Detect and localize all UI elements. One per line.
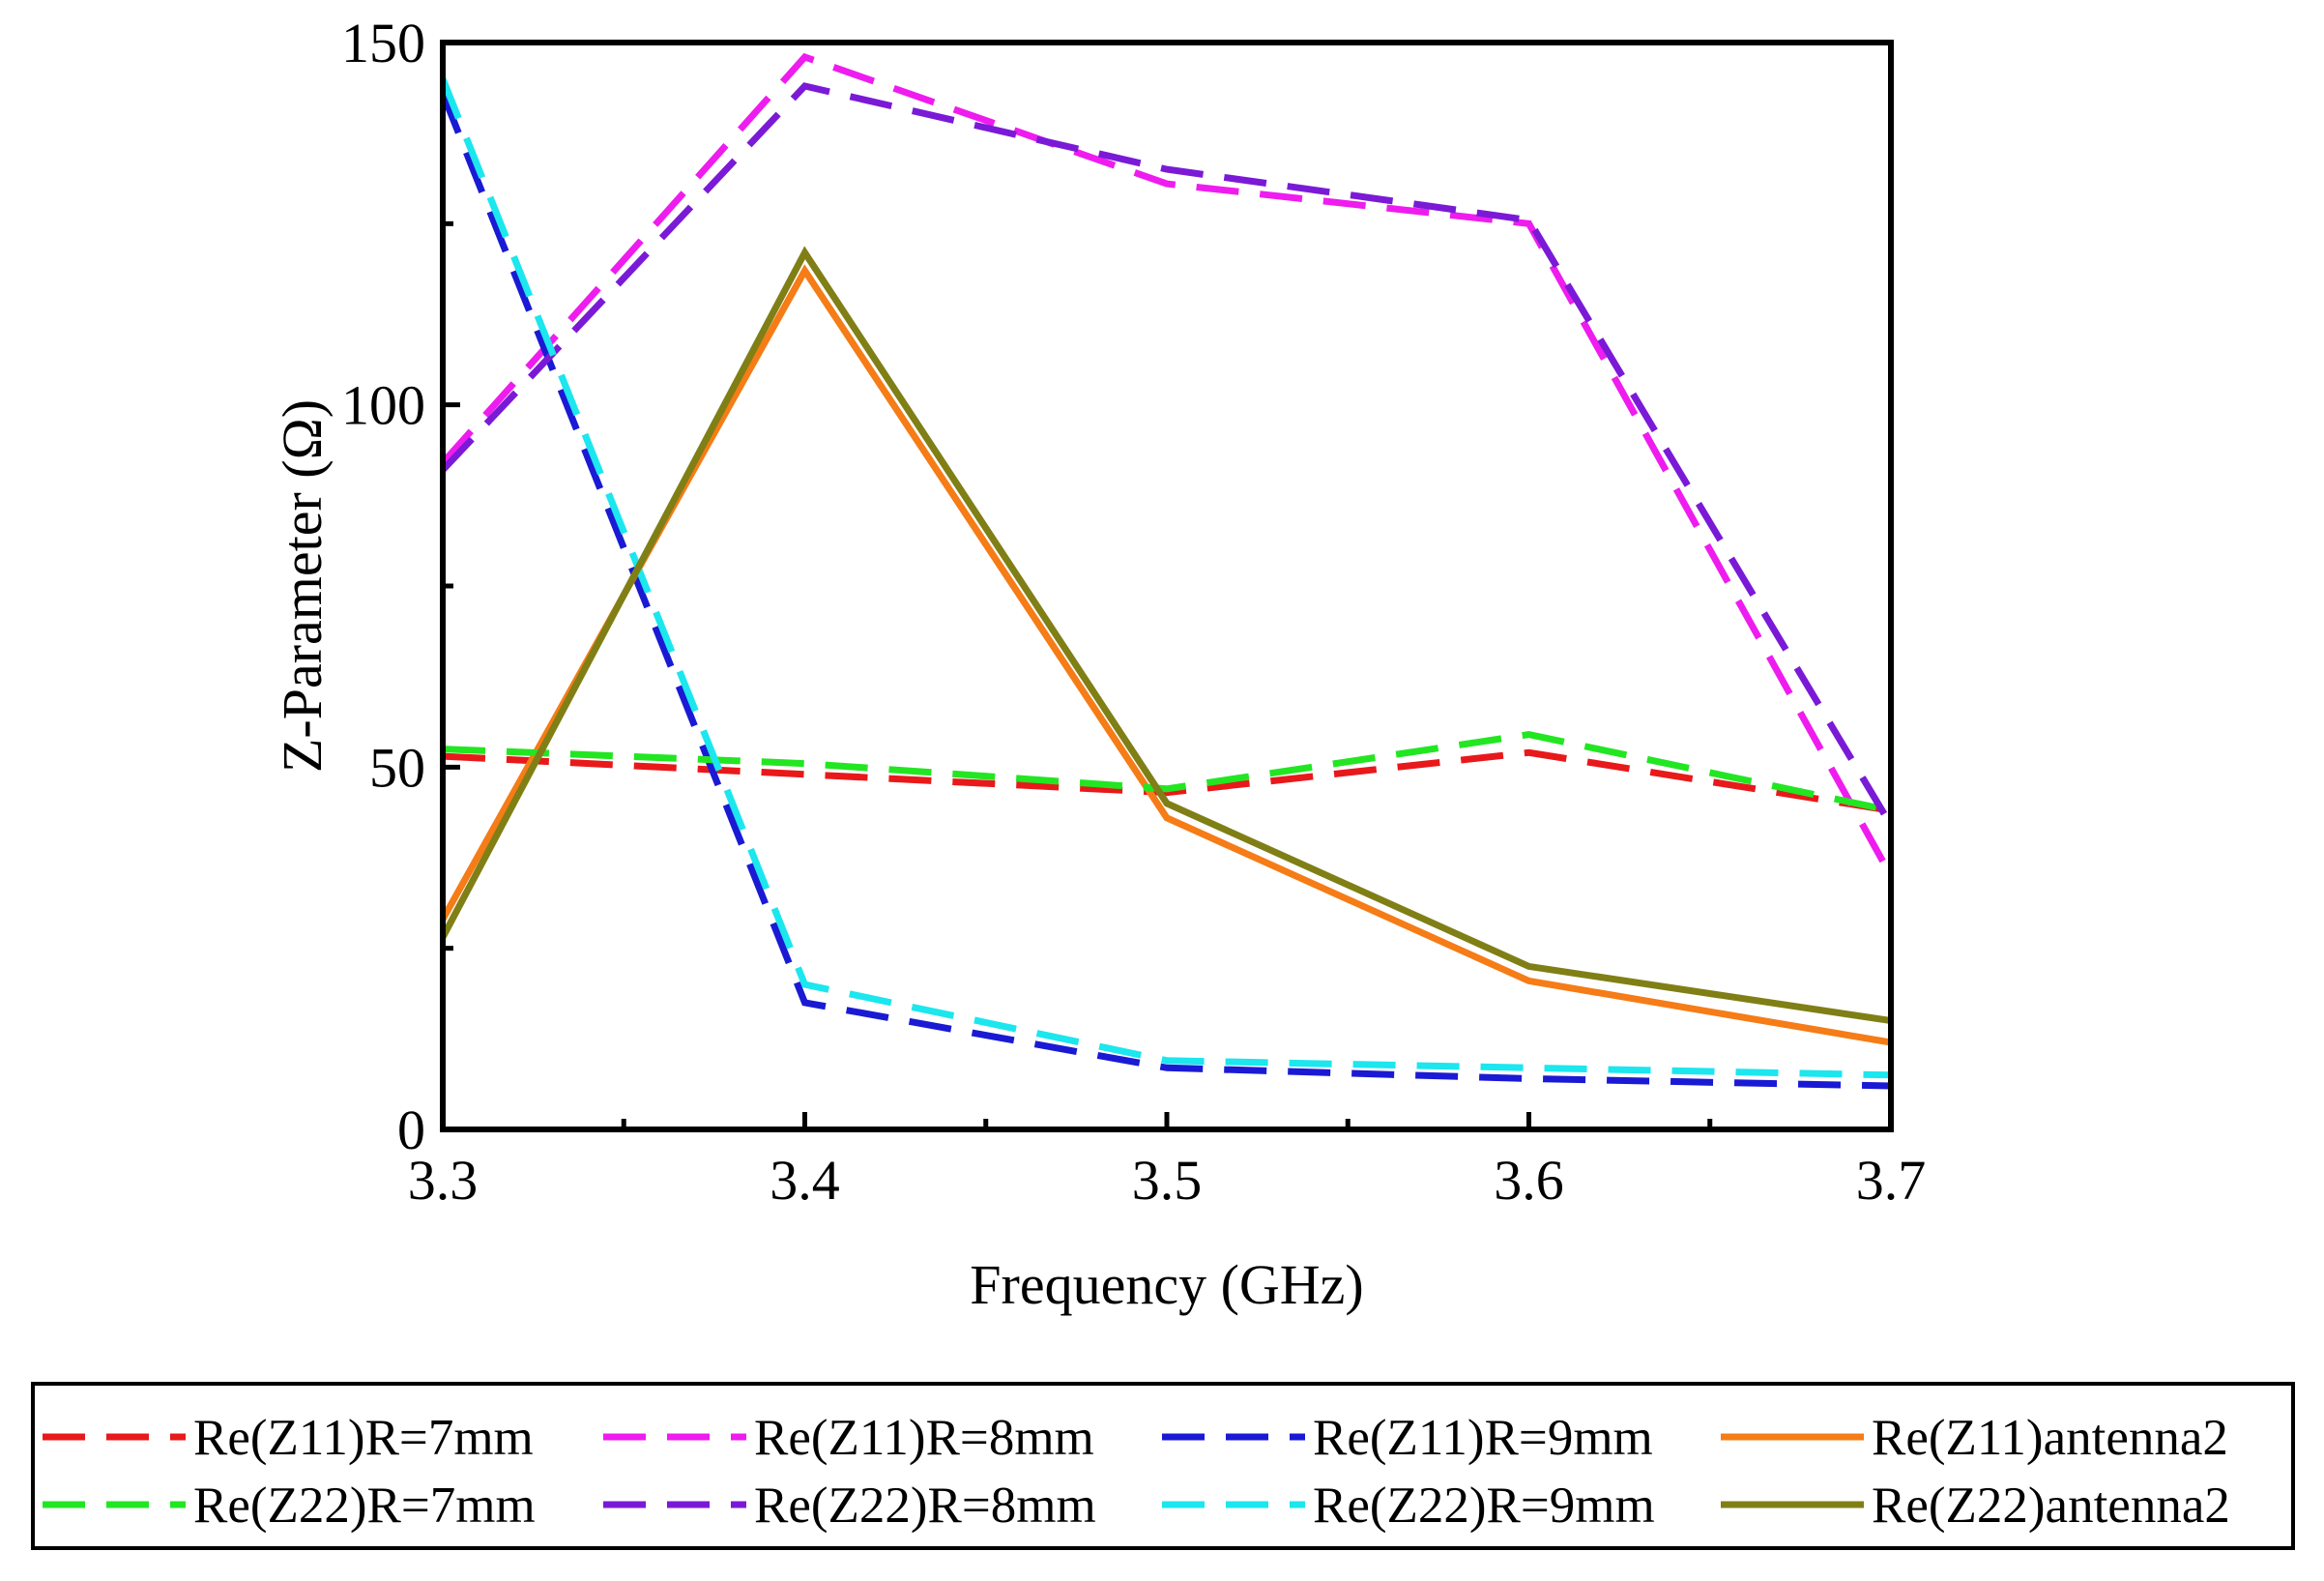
y-axis-title: Z-Parameter (Ω) bbox=[271, 399, 334, 773]
series-line-2 bbox=[443, 52, 1891, 878]
series-line-1 bbox=[443, 748, 1891, 814]
x-tick-label: 3.7 bbox=[1856, 1149, 1927, 1212]
legend-label: Re(Z22)R=8mm bbox=[754, 1478, 1096, 1534]
legend: Re(Z11)R=7mm Re(Z11)R=8mm Re(Z11)R=9mm Re(Z… bbox=[31, 1382, 2295, 1550]
x-tick-label: 3.4 bbox=[770, 1149, 840, 1212]
plot-frame bbox=[440, 40, 1894, 1132]
legend-box bbox=[31, 1382, 2295, 1550]
y-tick-label: 0 bbox=[397, 1098, 425, 1161]
legend-label: Re(Z22)R=9mm bbox=[1313, 1478, 1655, 1534]
x-axis-title: Frequency (GHz) bbox=[970, 1253, 1363, 1316]
y-tick-label: 150 bbox=[341, 12, 425, 74]
series-line-6 bbox=[443, 82, 1891, 828]
y-tick-label: 100 bbox=[341, 374, 425, 437]
series-line-8 bbox=[443, 246, 1891, 1025]
series-layer bbox=[443, 52, 1891, 1090]
x-tick-label: 3.5 bbox=[1132, 1149, 1203, 1212]
legend-label: Re(Z11)R=9mm bbox=[1313, 1410, 1653, 1466]
y-tick-label: 50 bbox=[369, 736, 425, 799]
legend-label: Re(Z11)R=7mm bbox=[193, 1410, 534, 1466]
series-line-7 bbox=[443, 77, 1891, 1079]
legend-label: Re(Z11)R=8mm bbox=[754, 1410, 1094, 1466]
x-tick-label: 3.6 bbox=[1494, 1149, 1564, 1212]
axes-layer: 3.3 3.4 3.5 3.6 3.7 0 50 100 150 bbox=[341, 12, 1926, 1212]
series-line-3 bbox=[443, 92, 1891, 1090]
legend-label: Re(Z22)R=7mm bbox=[193, 1478, 536, 1534]
x-tick-label: 3.3 bbox=[408, 1149, 479, 1212]
series-line-5 bbox=[443, 731, 1891, 814]
legend-label: Re(Z22)antenna2 bbox=[1872, 1478, 2230, 1534]
legend-label: Re(Z11)antenna2 bbox=[1872, 1410, 2228, 1466]
series-line-4 bbox=[443, 264, 1891, 1046]
